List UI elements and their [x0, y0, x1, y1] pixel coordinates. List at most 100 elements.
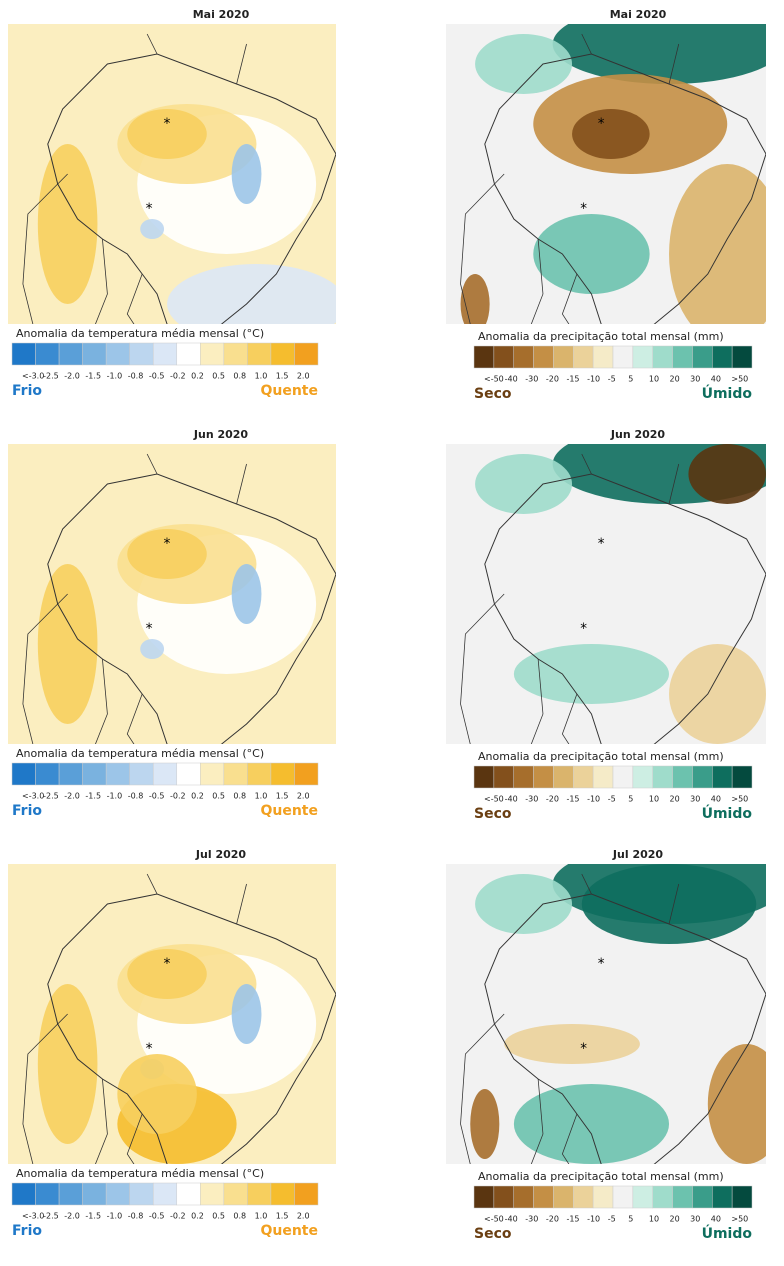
- anomaly-area: [475, 874, 573, 934]
- legend-tick: -30: [525, 1215, 538, 1224]
- legend-swatch: [553, 765, 574, 789]
- border: [146, 453, 158, 475]
- map-layer: **: [8, 24, 337, 324]
- legend-tick: -1.5: [85, 372, 101, 381]
- border: [236, 463, 247, 505]
- anomaly-area: [533, 214, 650, 294]
- border: [22, 1013, 68, 1164]
- legend-swatch: [632, 765, 653, 789]
- legend-tick: -30: [525, 375, 538, 384]
- legend-swatch: [493, 765, 514, 789]
- anomaly-area: [140, 219, 165, 239]
- legend-tick: 5: [628, 1215, 633, 1224]
- anomaly-area: [572, 109, 650, 159]
- legend-swatch: [11, 762, 36, 786]
- legend-swatch: [200, 342, 225, 366]
- legend-tick: -40: [505, 375, 518, 384]
- legend-high: Quente: [260, 1223, 318, 1239]
- legend-swatch: [223, 1182, 248, 1206]
- legend-tick: 10: [649, 1215, 659, 1224]
- legend-swatch: [223, 762, 248, 786]
- legend-swatch: [247, 762, 272, 786]
- legend-tick: <-50: [484, 1215, 504, 1224]
- legend-swatch: [533, 1185, 554, 1209]
- legend-tick: 20: [670, 1215, 680, 1224]
- legend-tick: >50: [731, 795, 748, 804]
- legend-swatch: [672, 1185, 693, 1209]
- legend-swatch: [672, 765, 693, 789]
- legend-swatch: [533, 765, 554, 789]
- legend-tick: 5: [628, 375, 633, 384]
- legend-tick: 2.0: [297, 792, 310, 801]
- station-marker: *: [164, 956, 171, 972]
- legend-swatch: [632, 1185, 653, 1209]
- legend-tick: -15: [566, 795, 579, 804]
- station-marker: *: [598, 536, 605, 552]
- border: [236, 43, 247, 85]
- border: [668, 463, 680, 505]
- legend-swatch: [11, 1182, 36, 1206]
- legend-tick: -2.5: [43, 792, 59, 801]
- legend-swatch: [270, 762, 295, 786]
- legend-high: Úmido: [702, 384, 753, 402]
- anomaly-area: [460, 274, 490, 324]
- anomaly-area: [127, 529, 207, 579]
- legend-tick: 0.5: [212, 792, 225, 801]
- legend-tick: 40: [711, 1215, 721, 1224]
- legend-swatch: [692, 1185, 713, 1209]
- legend-tick: 20: [670, 795, 680, 804]
- legend-swatch: [712, 765, 733, 789]
- panel-title: Mai 2020: [610, 8, 667, 21]
- legend-tick: -5: [608, 795, 616, 804]
- legend-tick: -20: [546, 1215, 559, 1224]
- legend-swatch: [105, 762, 130, 786]
- legend-tick: 20: [670, 375, 680, 384]
- station-marker: *: [580, 1041, 587, 1057]
- legend-tick: -0.2: [170, 372, 186, 381]
- border: [561, 693, 578, 744]
- map-layer: **: [446, 864, 767, 1164]
- border: [22, 173, 68, 324]
- anomaly-area: [475, 34, 573, 94]
- legend-tick: 40: [711, 795, 721, 804]
- map: **: [446, 444, 767, 744]
- legend-swatch: [11, 342, 36, 366]
- legend-swatch: [533, 345, 554, 369]
- legend-high: Úmido: [702, 1224, 753, 1242]
- legend-tick: 0.5: [212, 1212, 225, 1221]
- map-layer: **: [8, 864, 337, 1164]
- legend-swatch: [573, 1185, 594, 1209]
- legend-low: Seco: [474, 1226, 512, 1242]
- legend-tick: 0.2: [191, 372, 204, 381]
- anomaly-area: [37, 984, 98, 1144]
- legend-title: Anomalia da precipitação total mensal (m…: [478, 1170, 724, 1183]
- legend-swatch: [652, 765, 673, 789]
- legend-tick: 10: [649, 375, 659, 384]
- legend-tick: <-3.0: [22, 372, 44, 381]
- legend-tick: <-50: [484, 375, 504, 384]
- map: **: [446, 864, 767, 1164]
- legend-tick: 30: [690, 375, 700, 384]
- legend-title: Anomalia da precipitação total mensal (m…: [478, 750, 724, 763]
- legend-swatch: [247, 1182, 272, 1206]
- legend-tick: -2.0: [64, 1212, 80, 1221]
- legend-tick: -1.5: [85, 792, 101, 801]
- legend-swatch: [592, 765, 614, 789]
- legend-swatch: [553, 345, 574, 369]
- legend-tick: 0.8: [233, 792, 246, 801]
- legend-tick: 0.2: [191, 1212, 204, 1221]
- legend-tick: -0.2: [170, 792, 186, 801]
- anomaly-area: [117, 1054, 197, 1134]
- border: [126, 693, 143, 744]
- border: [95, 238, 108, 324]
- legend-swatch: [129, 1182, 154, 1206]
- legend-swatch: [592, 1185, 614, 1209]
- border: [95, 658, 108, 744]
- legend-swatch: [692, 345, 713, 369]
- legend-swatch: [513, 345, 534, 369]
- legend-swatch: [82, 342, 107, 366]
- panel-title: Mai 2020: [193, 8, 250, 21]
- station-marker: *: [146, 201, 153, 217]
- anomaly-area: [552, 24, 767, 84]
- legend-tick: -0.2: [170, 1212, 186, 1221]
